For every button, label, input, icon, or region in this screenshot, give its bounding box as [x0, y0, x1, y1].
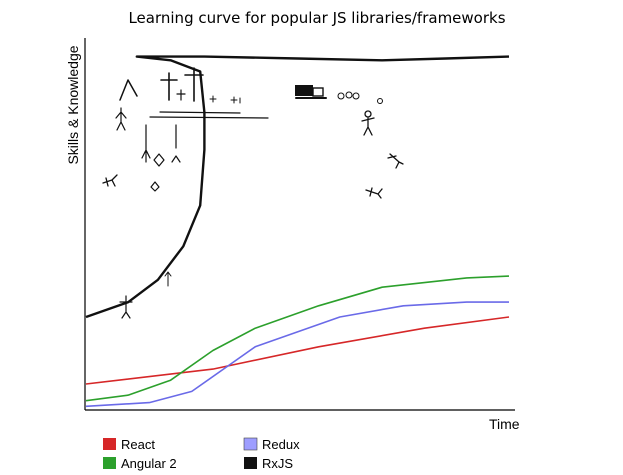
series-line-redux: [85, 301, 509, 408]
y-axis-label: Skills & Knowledge: [65, 45, 81, 164]
series-line-react: [85, 316, 510, 385]
legend-swatch-rxjs: [244, 457, 257, 469]
legend-label-angular-2: Angular 2: [121, 456, 177, 471]
cliff-sketch-illustration: [102, 67, 404, 319]
legend-swatch-react: [103, 438, 116, 450]
legend-label-react: React: [121, 437, 155, 452]
series-layer: [85, 55, 510, 408]
legend-label-redux: Redux: [262, 437, 300, 452]
legend: React Angular 2 Redux RxJS: [103, 437, 300, 471]
legend-label-rxjs: RxJS: [262, 456, 293, 471]
chart-title: Learning curve for popular JS libraries/…: [128, 9, 505, 27]
series-line-angular-2: [85, 275, 510, 402]
x-axis-label: Time: [489, 416, 520, 432]
series-line-rxjs: [85, 55, 510, 319]
legend-swatch-angular-2: [103, 457, 116, 469]
legend-swatch-redux: [243, 437, 258, 451]
